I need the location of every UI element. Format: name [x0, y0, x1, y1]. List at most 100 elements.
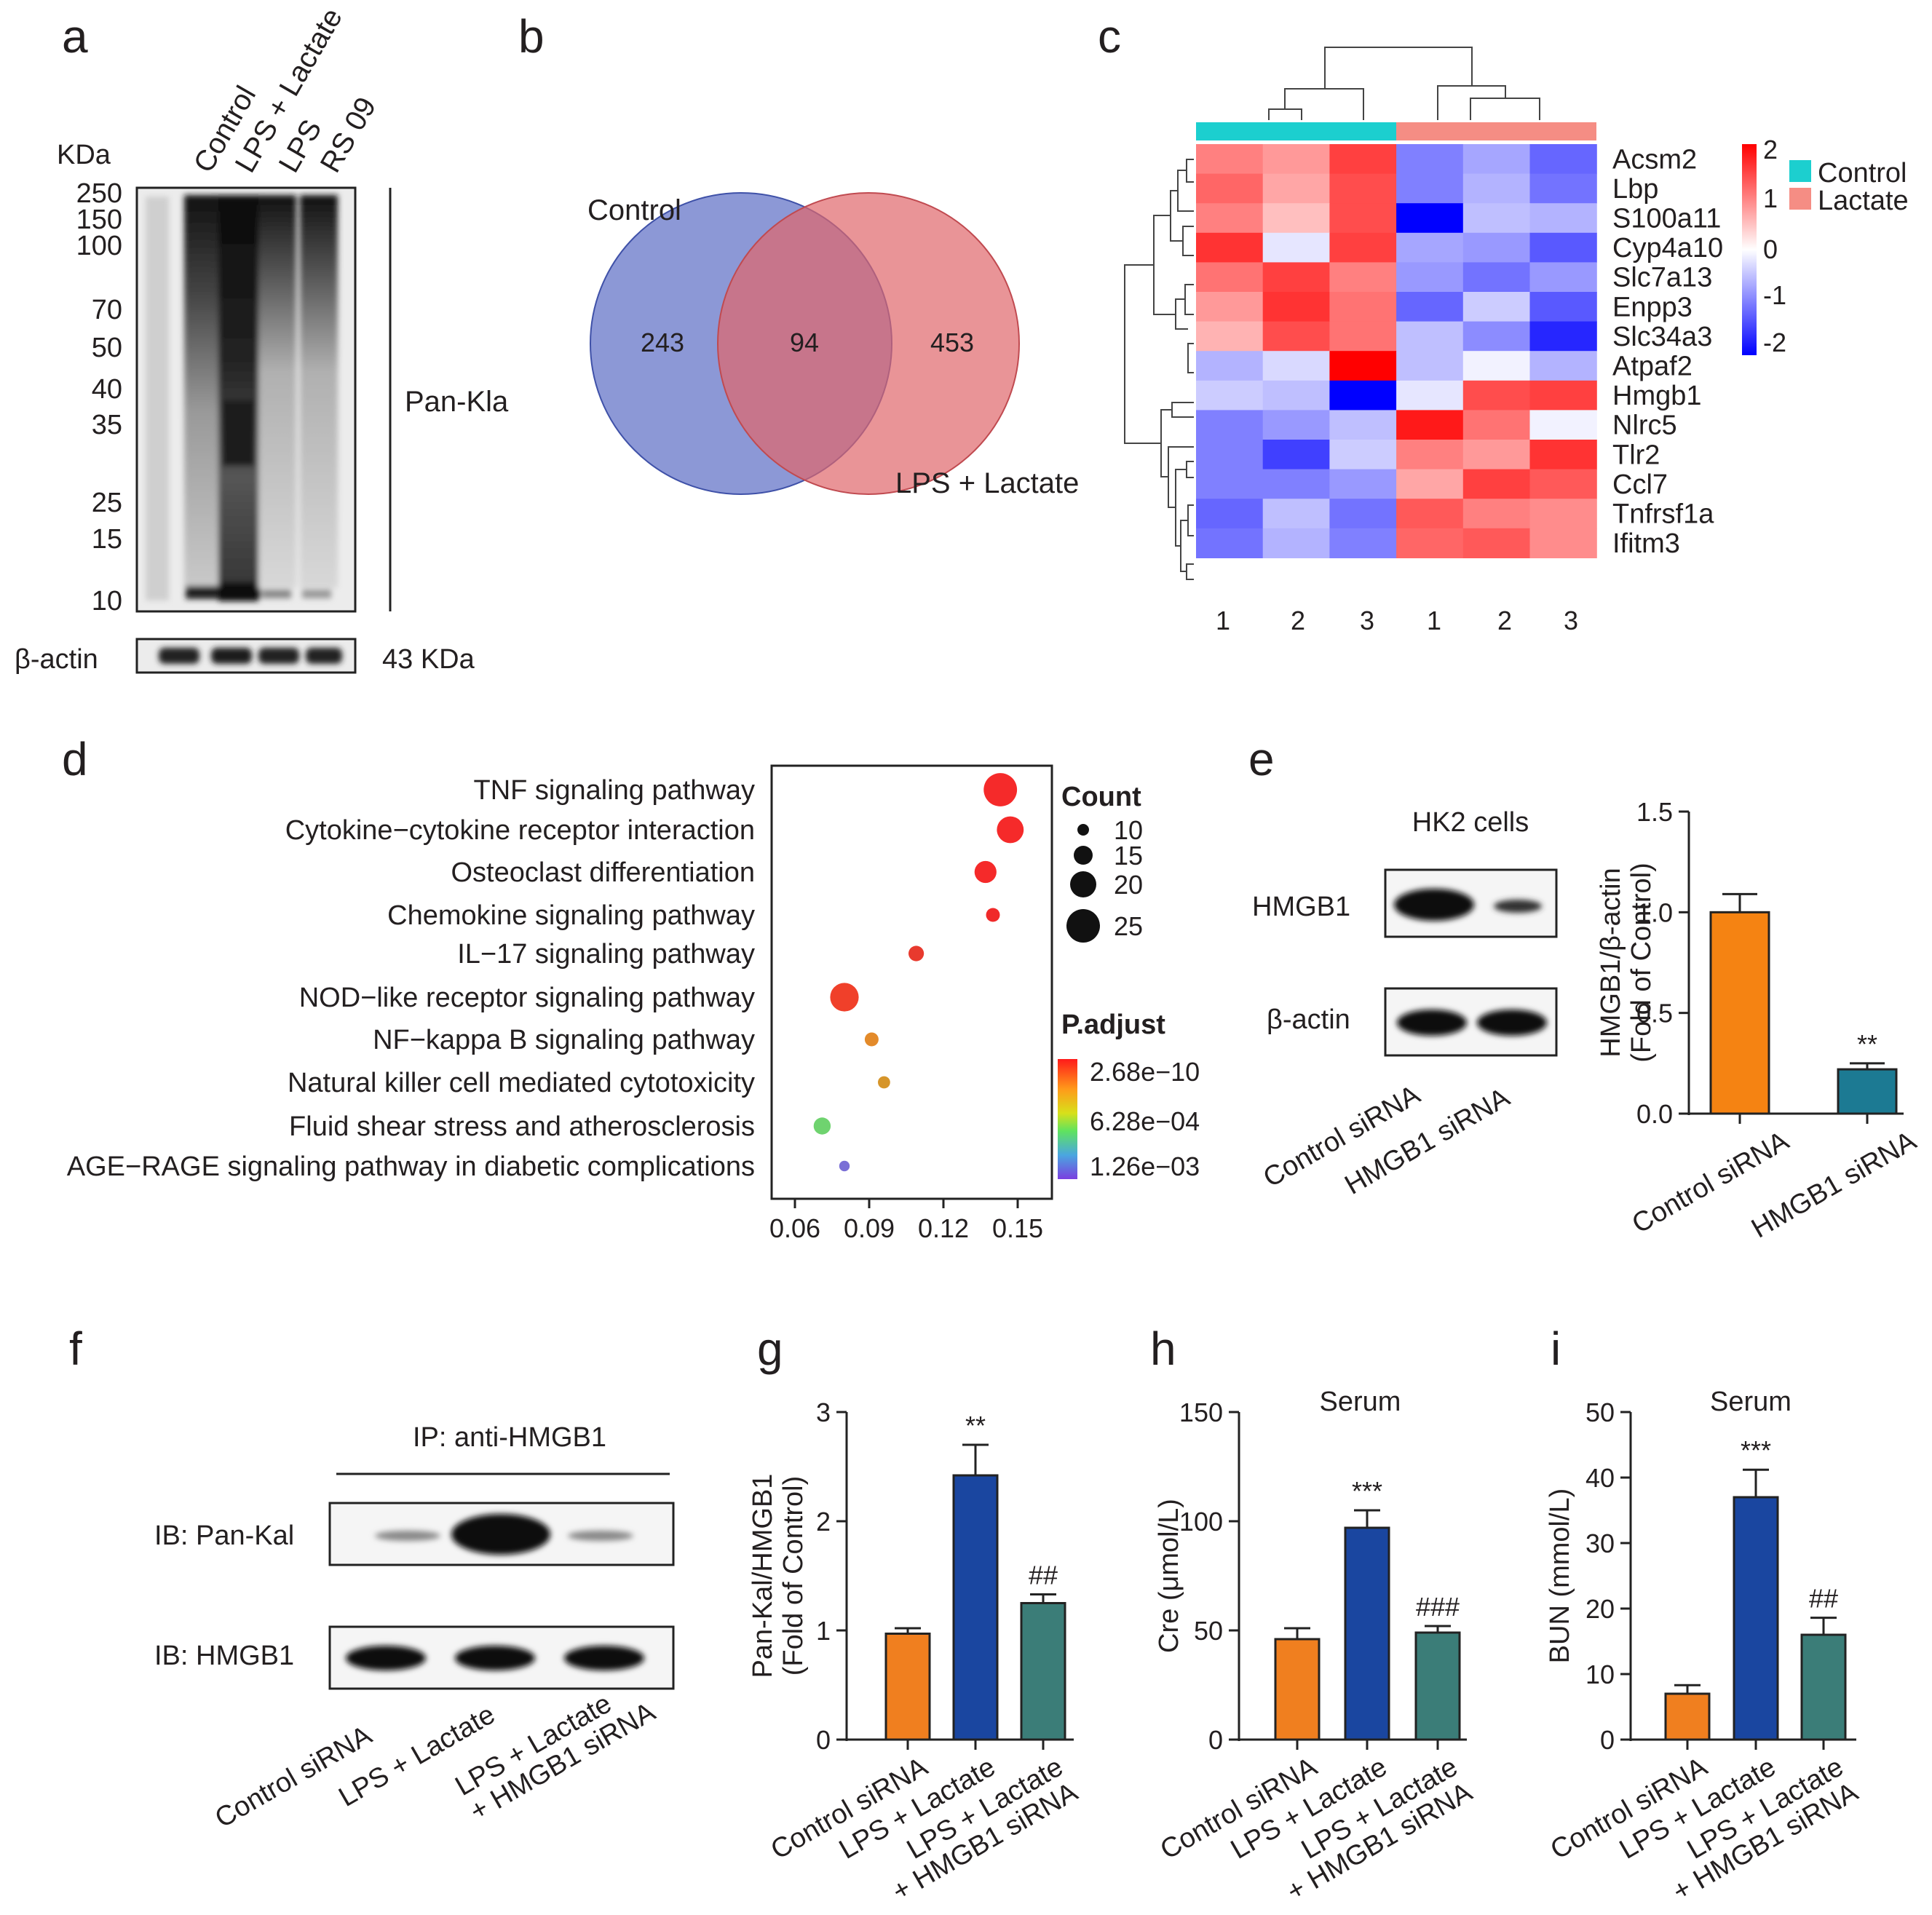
- heat-cell: [1396, 292, 1464, 322]
- heat-cell: [1196, 469, 1264, 499]
- pathway-label: NOD−like receptor signaling pathway: [299, 983, 755, 1013]
- count-legend-dot: [1070, 871, 1096, 897]
- heat-cell: [1462, 203, 1531, 234]
- heat-cell: [1262, 440, 1330, 470]
- pathway-dot: [986, 908, 1000, 922]
- venn-count-control-only: 243: [641, 328, 684, 357]
- chart-title: Serum: [1320, 1387, 1401, 1417]
- y-tick-label: 0: [816, 1725, 831, 1755]
- heat-cell: [1529, 380, 1597, 411]
- heat-cell: [1329, 380, 1397, 411]
- pathway-dot: [908, 945, 925, 962]
- panel-d: d TNF signaling pathway Cytokine−cytokine…: [62, 733, 1200, 1243]
- gene-label: Slc7a13: [1612, 263, 1712, 293]
- marker-labels-a: 250 150 100 70 50 40 35 25 15 10: [76, 178, 122, 616]
- heat-cell: [1262, 499, 1330, 529]
- heat-tick: -1: [1763, 280, 1786, 310]
- marker-40: 40: [92, 374, 122, 405]
- count-legend-dot: [1074, 846, 1093, 865]
- y-tick-label: 10: [1585, 1660, 1615, 1689]
- y-tick-label: 1: [816, 1616, 831, 1646]
- heat-cell: [1196, 203, 1264, 234]
- y-tick-label: 40: [1585, 1463, 1615, 1493]
- heat-cell: [1396, 528, 1464, 558]
- heat-cell: [1262, 262, 1330, 293]
- pathway-label: Cytokine−cytokine receptor interaction: [285, 815, 755, 846]
- panel-letter-i: i: [1551, 1323, 1561, 1375]
- hmgb1-blot-f: [328, 1625, 675, 1690]
- heat-cell: [1329, 232, 1397, 263]
- count-legend-dot: [1077, 824, 1089, 836]
- pathway-dot: [983, 773, 1018, 806]
- pathway-label: Natural killer cell mediated cytotoxicit…: [288, 1068, 755, 1098]
- count-legend-label: 10: [1114, 815, 1143, 845]
- heat-cell: [1462, 173, 1531, 204]
- significance-label: **: [1857, 1029, 1877, 1059]
- heat-cell: [1396, 262, 1464, 293]
- heat-cell: [1529, 144, 1597, 175]
- pathway-labels: TNF signaling pathway Cytokine−cytokine r…: [67, 775, 755, 1182]
- heat-cell: [1462, 499, 1531, 529]
- pan-kla-blot: [135, 186, 357, 613]
- heat-cell: [1329, 499, 1397, 529]
- count-legend-label: 25: [1114, 911, 1143, 941]
- heat-scale-ticks: 2 1 0 -1 -2: [1763, 135, 1786, 357]
- beta-actin-size: 43 KDa: [382, 644, 475, 675]
- y-tick-label: 50: [1194, 1616, 1223, 1646]
- count-legend: 10 15 20 25: [1066, 815, 1143, 943]
- heat-cell: [1196, 173, 1264, 204]
- heat-cell: [1329, 262, 1397, 293]
- bar: [1709, 911, 1770, 1115]
- venn-count-lps-only: 453: [930, 328, 974, 357]
- lane-label-hmgb1-sirna-e: HMGB1 siRNA: [1340, 1082, 1516, 1200]
- y-tick-label: 0: [1208, 1725, 1223, 1755]
- significance-label: ***: [1741, 1435, 1771, 1465]
- y-axis-label: Pan-Kal/HMGB1(Fold of Control): [748, 1474, 809, 1678]
- bar: [952, 1474, 999, 1741]
- beta-actin-label-a: β-actin: [15, 644, 98, 675]
- panel-letter-d: d: [62, 733, 88, 785]
- heat-cell: [1396, 232, 1464, 263]
- heat-cell: [1262, 232, 1330, 263]
- marker-70: 70: [92, 295, 122, 325]
- bar: [1414, 1631, 1461, 1741]
- hmgb1-blot-e: [1384, 868, 1558, 938]
- bar: [1664, 1692, 1711, 1741]
- heat-cell: [1529, 440, 1597, 470]
- bar: [1344, 1526, 1390, 1741]
- heat-cell: [1462, 410, 1531, 440]
- heat-col-label: 1: [1427, 606, 1441, 635]
- marker-25: 25: [92, 488, 122, 518]
- ip-label: IP: anti-HMGB1: [413, 1422, 606, 1453]
- gene-label: Nlrc5: [1612, 411, 1677, 441]
- y-tick-label: 150: [1179, 1397, 1223, 1427]
- heat-cell: [1196, 351, 1264, 381]
- x-tick-label: 0.09: [844, 1213, 895, 1243]
- marker-35: 35: [92, 410, 122, 440]
- pathway-dot: [864, 1032, 879, 1047]
- pathway-label: AGE−RAGE signaling pathway in diabetic c…: [67, 1151, 755, 1182]
- heat-cell: [1529, 469, 1597, 499]
- y-tick-label: 3: [816, 1397, 831, 1427]
- heat-cell: [1462, 380, 1531, 411]
- count-legend-dot: [1066, 909, 1100, 943]
- venn-count-both: 94: [790, 328, 819, 357]
- pathway-label: TNF signaling pathway: [473, 775, 755, 806]
- heat-cell: [1396, 469, 1464, 499]
- gene-label: Hmgb1: [1612, 381, 1702, 411]
- legend-swatch-control: [1789, 160, 1811, 182]
- heat-cell: [1529, 173, 1597, 204]
- heat-cell: [1529, 292, 1597, 322]
- panel-b: b Control LPS + Lactate 243 94 453: [518, 10, 1079, 499]
- gene-label: Ifitm3: [1612, 528, 1680, 559]
- beta-actin-blot-e: [1384, 987, 1558, 1057]
- bar: [1800, 1633, 1847, 1741]
- lane-labels-a: Control LPS + Lactate LPS RS 09: [188, 3, 383, 178]
- y-axis-label: Cre (μmol/L): [1154, 1499, 1184, 1653]
- heat-cell: [1196, 440, 1264, 470]
- pathway-dot: [813, 1117, 831, 1135]
- heat-cell: [1262, 203, 1330, 234]
- gene-label: Atpaf2: [1612, 352, 1693, 382]
